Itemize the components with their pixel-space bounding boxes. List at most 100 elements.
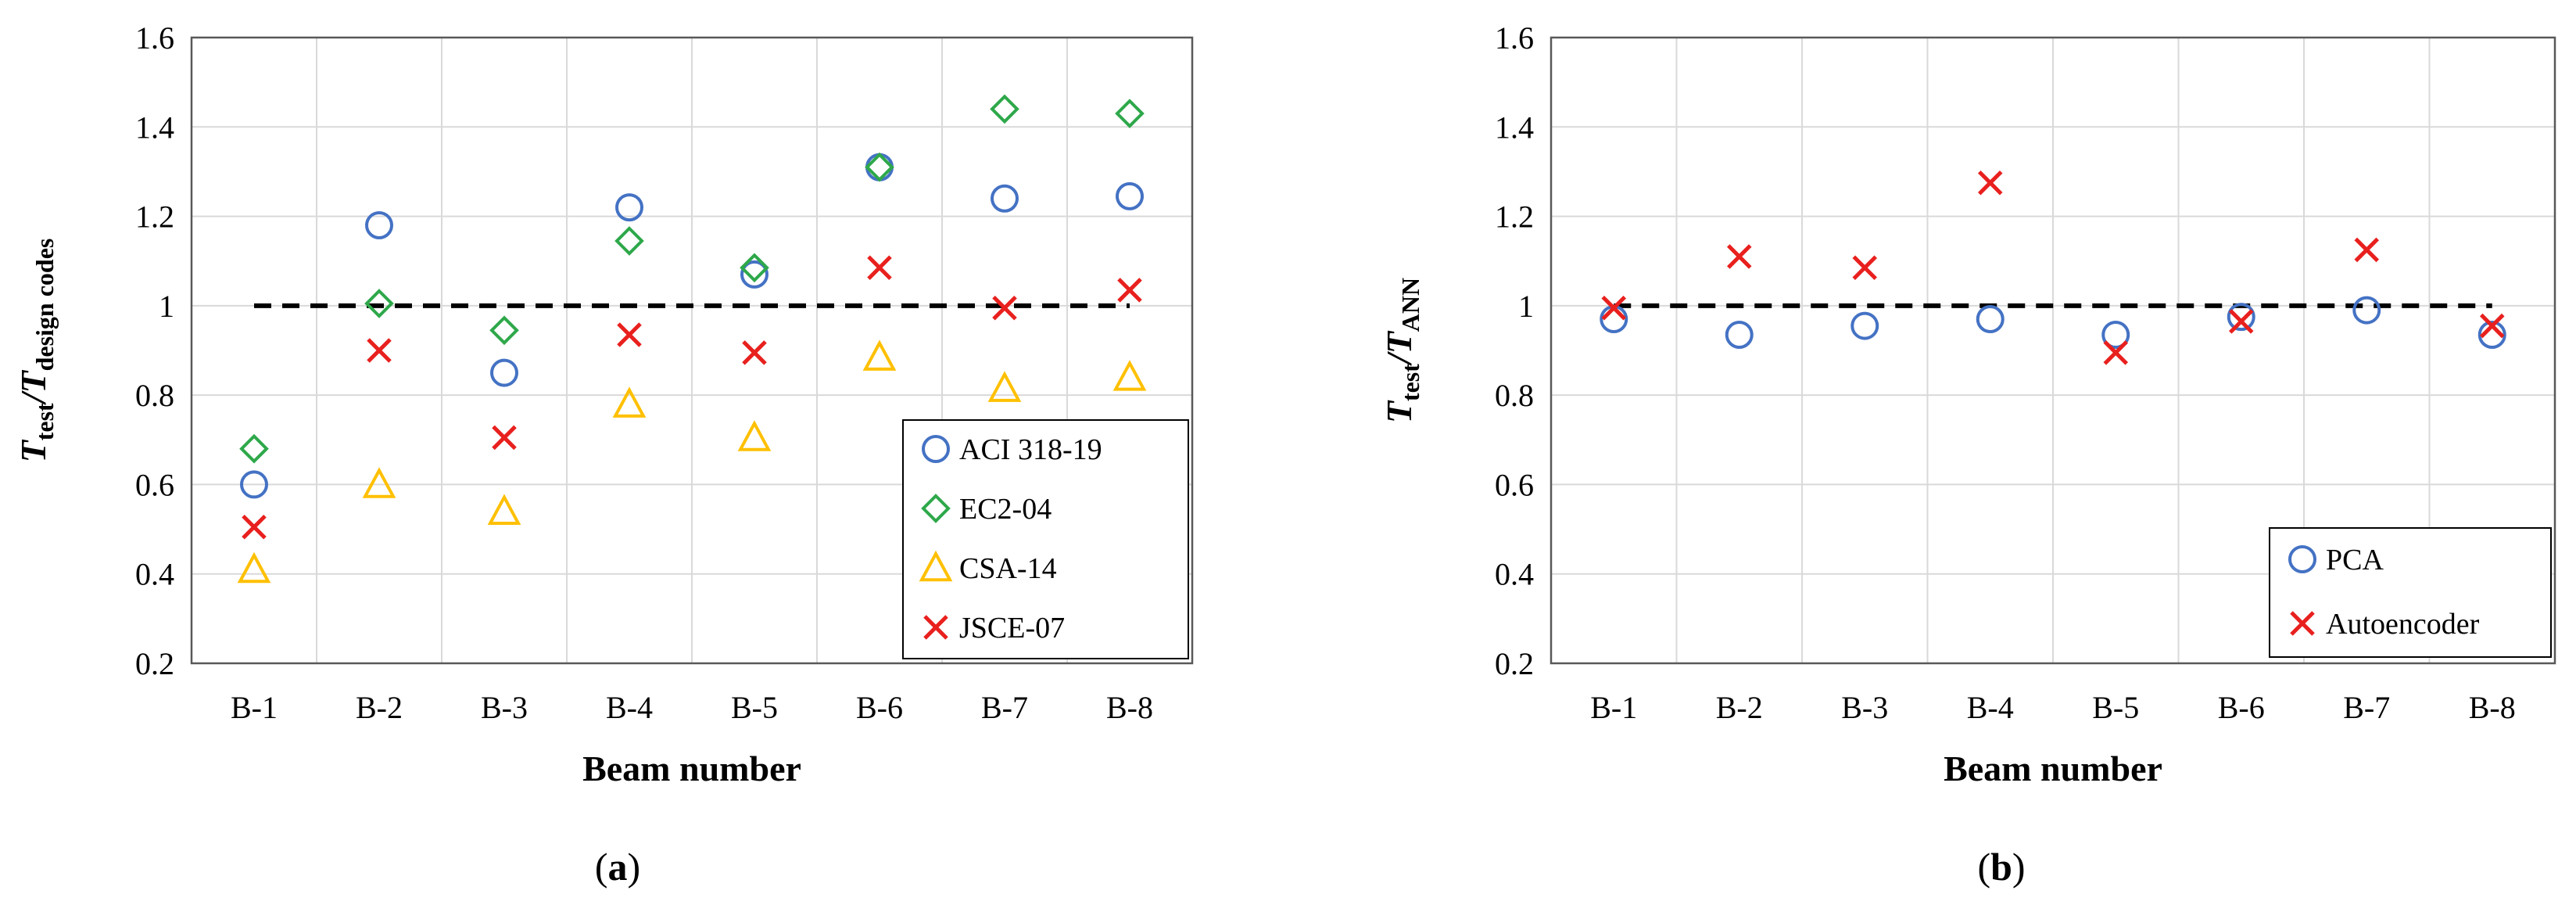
y-tick-label: 0.6 bbox=[1495, 467, 1534, 502]
data-point bbox=[1850, 311, 1879, 340]
y-title-symbol: T bbox=[13, 370, 53, 393]
data-point bbox=[237, 551, 271, 584]
data-point bbox=[737, 420, 772, 451]
y-tick-label: 1.2 bbox=[135, 199, 174, 235]
y-tick-label: 1.6 bbox=[135, 20, 174, 56]
data-point bbox=[364, 289, 394, 318]
y-title-subscript: design codes bbox=[30, 239, 59, 372]
legend-label: PCA bbox=[2326, 544, 2384, 576]
data-point bbox=[1852, 255, 1878, 281]
marker-x-stroke bbox=[923, 615, 948, 640]
legend-box bbox=[902, 419, 1189, 659]
y-tick-label: 0.8 bbox=[135, 378, 174, 413]
y-tick-label: 1 bbox=[159, 289, 174, 324]
data-point bbox=[2228, 309, 2254, 334]
data-point bbox=[492, 425, 517, 451]
data-point bbox=[1726, 244, 1752, 269]
panel-label-letter: b bbox=[1990, 845, 2012, 889]
x-tick-label: B-8 bbox=[1106, 690, 1153, 725]
y-title-subscript: test bbox=[30, 403, 59, 440]
data-point bbox=[867, 255, 892, 281]
legend-label: JSCE-07 bbox=[959, 612, 1065, 645]
data-point bbox=[2103, 340, 2129, 365]
plot-area-border bbox=[1550, 36, 2556, 665]
data-point bbox=[740, 253, 769, 283]
data-point bbox=[740, 260, 769, 289]
data-point bbox=[362, 467, 396, 498]
data-point bbox=[1116, 181, 1144, 210]
y-title-symbol: T bbox=[1379, 400, 1419, 423]
marker-x-stroke bbox=[2228, 309, 2254, 334]
data-point bbox=[487, 494, 521, 526]
y-tick-label: 0.2 bbox=[135, 646, 174, 681]
data-point bbox=[991, 184, 1019, 213]
marker-x-stroke bbox=[2290, 611, 2315, 636]
marker-x-stroke bbox=[2354, 237, 2380, 263]
y-title-symbol: T bbox=[13, 439, 53, 462]
legend-label: EC2-04 bbox=[959, 493, 1052, 526]
data-point bbox=[2352, 296, 2381, 325]
y-tick-label: 0.2 bbox=[1495, 646, 1534, 681]
legend-marker bbox=[923, 615, 948, 640]
y-tick-label: 0.6 bbox=[135, 467, 174, 502]
marker-x-stroke bbox=[492, 425, 517, 451]
marker-x-stroke bbox=[992, 295, 1017, 321]
marker-x-stroke bbox=[1726, 244, 1752, 269]
legend-box bbox=[2269, 527, 2552, 658]
y-tick-label: 1.4 bbox=[1495, 110, 1534, 145]
data-point bbox=[2354, 237, 2380, 263]
legend: PCA Autoencoder bbox=[2269, 527, 2552, 658]
series-ec2-04 bbox=[239, 94, 1145, 464]
data-point bbox=[240, 470, 268, 499]
x-tick-label: B-8 bbox=[2469, 690, 2516, 725]
data-point bbox=[614, 226, 644, 256]
marker-x-stroke bbox=[367, 338, 392, 363]
y-title-slash: / bbox=[1379, 350, 1419, 366]
panel-label-paren: ( bbox=[595, 845, 608, 889]
data-point bbox=[2477, 321, 2506, 349]
legend: ACI 318-19 EC2-04 CSA-14 JSCE-07 bbox=[902, 419, 1189, 659]
chart-panel-a: 0.2 0.4 0.6 0.8 1 1.2 1.4 1.6 B-1 B-2 B-3 B-4 B-5 B-6… bbox=[13, 20, 1194, 889]
y-tick-label: 1.6 bbox=[1495, 20, 1534, 56]
marker-x-stroke bbox=[1601, 295, 1627, 321]
x-tick-label: B-5 bbox=[2092, 690, 2139, 725]
marker-x-stroke bbox=[1117, 278, 1142, 303]
data-point bbox=[615, 193, 643, 222]
legend-label: CSA-14 bbox=[959, 552, 1057, 585]
legend-label: ACI 318-19 bbox=[959, 433, 1102, 466]
legend-marker bbox=[2288, 545, 2316, 573]
data-point bbox=[865, 153, 894, 181]
chart-panel-b: 0.2 0.4 0.6 0.8 1 1.2 1.4 1.6 B-1 B-2 B-3 B-4 B-5 B-6… bbox=[1379, 20, 2556, 889]
marker-x-stroke bbox=[2103, 340, 2129, 365]
x-tick-label: B-4 bbox=[606, 690, 653, 725]
series-pca bbox=[1600, 296, 2506, 349]
legend-marker bbox=[919, 550, 953, 582]
marker-x-stroke bbox=[1977, 170, 2003, 196]
data-point bbox=[490, 358, 518, 387]
data-point bbox=[1112, 360, 1147, 391]
marker-x-stroke bbox=[242, 514, 267, 540]
y-title-subscript: test bbox=[1396, 364, 1424, 401]
series-autoencoder bbox=[1601, 170, 2505, 365]
panel-label-paren: ) bbox=[2012, 845, 2026, 889]
x-tick-label: B-7 bbox=[2343, 690, 2390, 725]
data-point bbox=[992, 295, 1017, 321]
data-point bbox=[2227, 303, 2255, 332]
x-tick-label: B-2 bbox=[1716, 690, 1763, 725]
x-tick-label: B-6 bbox=[856, 690, 903, 725]
series-csa-14 bbox=[237, 339, 1147, 584]
series-jsce-07 bbox=[242, 255, 1142, 540]
data-point bbox=[365, 211, 393, 239]
panel-label-paren: ( bbox=[1977, 845, 1990, 889]
x-tick-label: B-1 bbox=[1590, 690, 1637, 725]
data-point bbox=[242, 514, 267, 540]
x-tick-label: B-3 bbox=[481, 690, 528, 725]
marker-x-stroke bbox=[2479, 313, 2505, 339]
data-point bbox=[862, 339, 897, 371]
legend-marker bbox=[922, 435, 950, 463]
marker-x-stroke bbox=[867, 255, 892, 281]
panel-label-paren: ) bbox=[628, 845, 641, 889]
y-axis-title: Ttest/TANN bbox=[1379, 278, 1424, 423]
panel-label: (a) bbox=[595, 845, 640, 889]
y-title-symbol: T bbox=[1379, 330, 1419, 354]
